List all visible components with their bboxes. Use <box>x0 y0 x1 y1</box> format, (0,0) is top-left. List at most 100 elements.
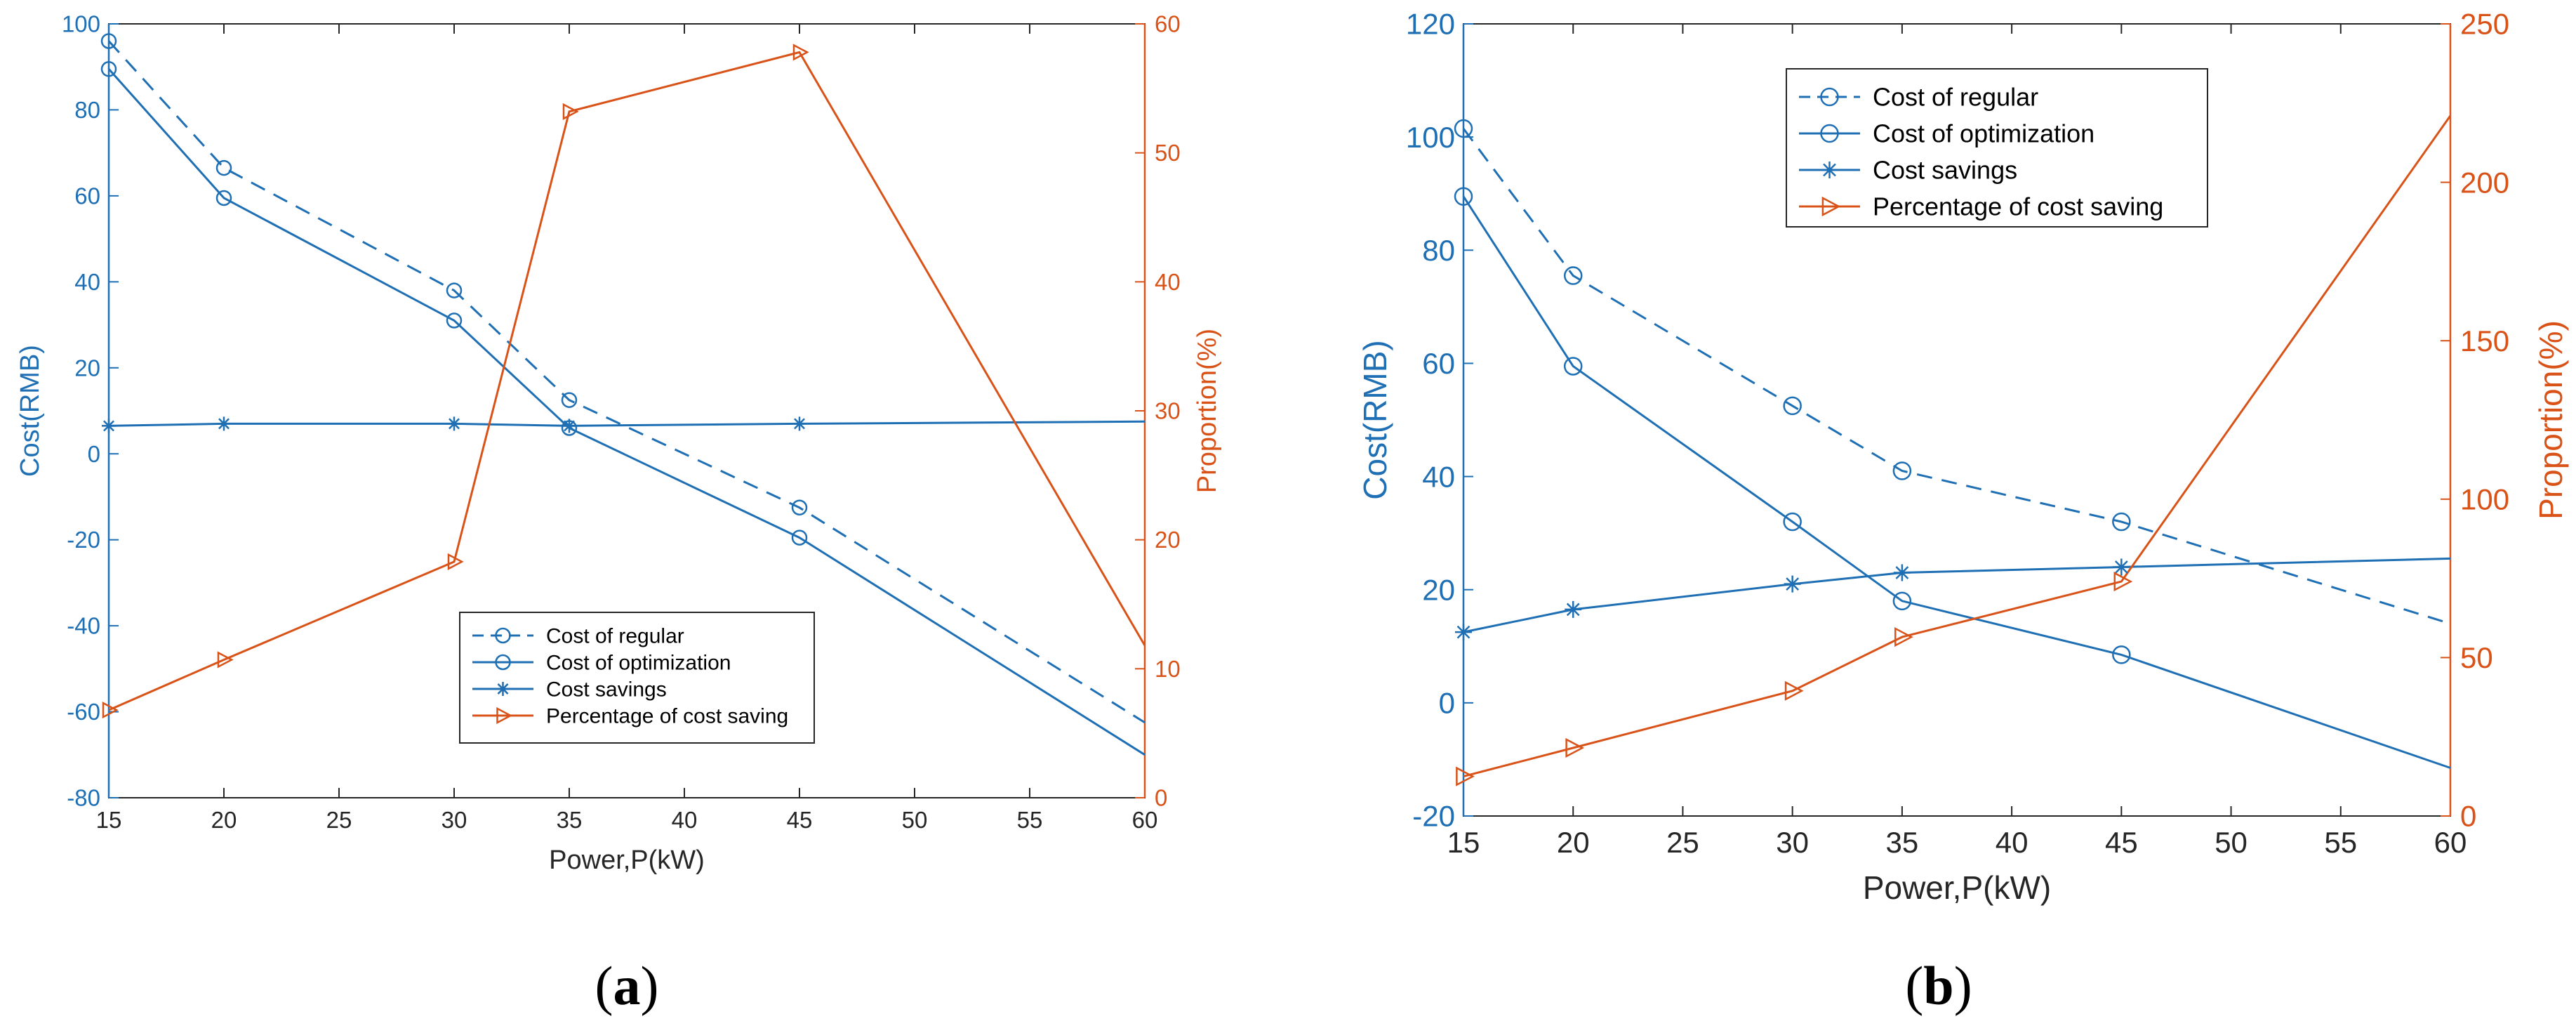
series-line-percentage-of-cost-saving <box>108 51 1146 711</box>
x-tick-label: 50 <box>902 807 928 833</box>
data-point-triangle-right <box>1894 627 1913 647</box>
y-tick-label-left: -20 <box>67 527 100 553</box>
y-axis-label-left: Cost(RMB) <box>15 345 45 477</box>
y-tick-label-left: 60 <box>74 183 100 209</box>
data-point-triangle-right <box>447 553 464 570</box>
legend-entry-label: Cost savings <box>546 678 667 702</box>
series-line-cost-of-optimization <box>1462 195 2451 769</box>
legend-swatch-marker <box>1821 162 1838 178</box>
data-point-circle <box>791 529 808 546</box>
legend-swatch-marker <box>1821 196 1841 217</box>
data-point-triangle-right <box>1784 680 1804 701</box>
data-point-circle <box>1454 119 1473 138</box>
x-tick-label: 25 <box>326 807 352 833</box>
data-point-circle <box>561 392 578 408</box>
legend-entry-label: Cost of optimization <box>1873 119 2094 148</box>
y-tick-label-right: 40 <box>1155 269 1181 295</box>
data-point-star <box>1893 564 1911 581</box>
x-tick-label: 35 <box>557 807 583 833</box>
y-tick-label-right: 30 <box>1155 398 1181 424</box>
x-tick-label: 25 <box>1666 826 1699 859</box>
y-tick-label-right: 10 <box>1155 656 1181 682</box>
data-point-circle <box>1892 591 1912 611</box>
data-point-circle <box>791 499 808 515</box>
x-tick-label: 40 <box>1996 826 2029 859</box>
data-point-star <box>217 416 231 431</box>
data-point-circle <box>2112 645 2131 664</box>
y-tick-label-right: 0 <box>1155 785 1167 811</box>
data-point-circle <box>1783 396 1802 416</box>
y-tick-label-left: -40 <box>67 613 100 639</box>
panel-caption-letter: b <box>1923 955 1953 1016</box>
series-line-cost-savings <box>108 420 1146 427</box>
y-tick-label-right: 20 <box>1155 527 1181 553</box>
data-point-star <box>1455 624 1472 641</box>
x-tick-label: 45 <box>787 807 813 833</box>
panel-b: 15 20 25 30 35 40 45 50 55 60 -20 0 20 40 60 80 100 120 0 5… <box>1357 8 2569 1016</box>
y-tick-label-left: 40 <box>74 269 100 295</box>
data-point-triangle-right <box>217 651 234 669</box>
x-tick-label: 20 <box>211 807 237 833</box>
legend-swatch-marker <box>1820 124 1839 143</box>
data-point-triangle-right <box>1456 766 1475 787</box>
data-point-star <box>1784 575 1801 593</box>
legend-swatch-marker <box>1820 87 1839 107</box>
x-tick-label: 15 <box>1447 826 1480 859</box>
legend-entry-label: Cost savings <box>1873 156 2017 185</box>
data-point-star <box>562 419 576 433</box>
series-line-percentage-of-cost-saving <box>1463 114 2452 778</box>
x-tick-label: 55 <box>2324 826 2357 859</box>
x-tick-label: 50 <box>2215 826 2248 859</box>
legend-entry-label: Cost of regular <box>1873 83 2038 112</box>
data-point-star <box>447 416 461 431</box>
data-point-circle <box>1892 461 1912 480</box>
data-point-circle <box>446 312 463 329</box>
y-tick-label-left: 20 <box>1422 573 1455 606</box>
x-axis-label: Power,P(kW) <box>549 846 705 875</box>
y-tick-label-left: 120 <box>1406 8 1455 41</box>
data-point-star <box>1565 600 1582 618</box>
data-point-star <box>2113 558 2130 576</box>
y-tick-label-right: 250 <box>2460 8 2509 41</box>
x-tick-label: 30 <box>441 807 467 833</box>
y-tick-label-left: 0 <box>1439 687 1455 720</box>
data-point-circle <box>2112 512 2131 532</box>
y-tick-label-right: 100 <box>2460 483 2509 516</box>
legend-entry-label: Percentage of cost saving <box>1873 192 2163 221</box>
data-point-triangle-right <box>562 103 579 120</box>
legend-swatch-marker <box>495 627 511 644</box>
x-tick-label: 60 <box>2434 826 2467 859</box>
series-line-cost-of-regular <box>107 40 1146 724</box>
y-tick-label-right: 60 <box>1155 11 1181 37</box>
legend: Cost of regular Cost of optimization Cost … <box>459 612 815 744</box>
data-point-triangle-right <box>792 44 809 61</box>
legend-entry-label: Cost of regular <box>546 625 684 648</box>
x-tick-label: 55 <box>1017 807 1043 833</box>
y-tick-label-right: 50 <box>1155 140 1181 166</box>
y-tick-label-left: 100 <box>1406 121 1455 154</box>
data-point-circle <box>1563 266 1583 285</box>
y-axis-label-right: Proportion(%) <box>2532 320 2569 520</box>
data-point-star <box>792 416 806 431</box>
legend-swatch-marker <box>496 706 513 725</box>
y-tick-label-left: 20 <box>74 355 100 381</box>
y-tick-label-left: 60 <box>1422 347 1455 380</box>
y-tick-label-right: 0 <box>2460 800 2476 833</box>
data-point-circle <box>1454 187 1473 206</box>
legend-box <box>459 612 815 744</box>
data-point-circle <box>100 33 117 49</box>
data-point-circle <box>1563 357 1583 376</box>
y-tick-label-left: 80 <box>1422 234 1455 267</box>
x-tick-label: 60 <box>1132 807 1158 833</box>
y-tick-label-right: 200 <box>2460 166 2509 199</box>
x-tick-label: 45 <box>2105 826 2138 859</box>
series-line-cost-savings <box>1463 557 2451 633</box>
y-tick-label-left: 80 <box>74 97 100 123</box>
panel-caption-letter: a <box>613 955 641 1016</box>
data-point-circle <box>446 282 463 298</box>
series-line-cost-of-optimization <box>107 68 1146 756</box>
y-tick-label-right: 150 <box>2460 324 2509 357</box>
x-tick-label: 15 <box>96 807 122 833</box>
legend-swatch-marker <box>495 654 511 671</box>
